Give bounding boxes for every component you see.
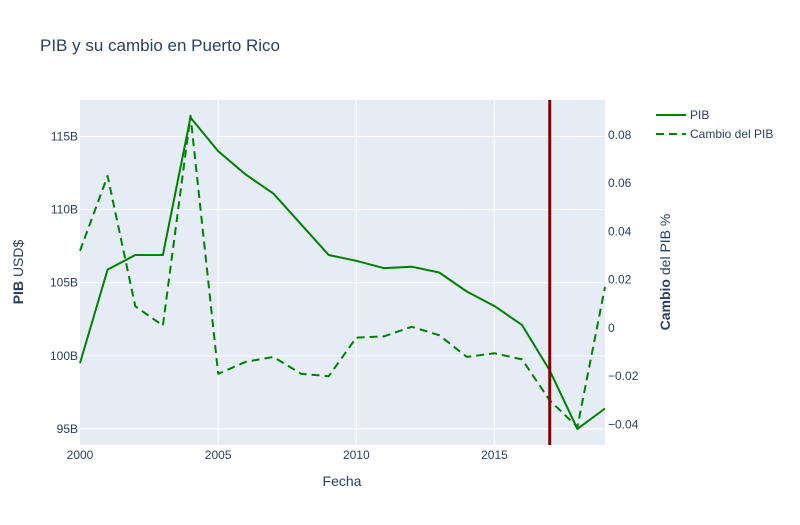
legend-item-pib[interactable]: PIB [656,108,709,122]
series-layer [79,114,606,430]
y2-axis-title: Cambio del PIB % [657,214,673,331]
y2-axis-title-rest: del PIB % [657,214,673,279]
x-tick-label: 2005 [205,448,232,462]
y-tick-label: 100B [50,349,78,363]
legend-item-cambio[interactable]: Cambio del PIB [656,127,773,141]
legend: PIB Cambio del PIB [656,108,773,141]
legend-label-pib: PIB [690,108,709,122]
y-tick-label: 110B [51,203,78,217]
y2-tick-label: −0.02 [608,369,639,383]
y2-tick-label: 0 [608,321,615,335]
y-tick-label: 95B [57,422,78,436]
x-tick-label: 2015 [481,448,508,462]
y2-tick-label: 0.08 [608,128,632,142]
plot-background [80,100,605,445]
series-line-cambio-pib [79,114,606,428]
y-tick-label: 105B [50,276,78,290]
series-line-pib [79,116,606,430]
y-axis-title-rest: USD$ [10,239,26,280]
y-axis-title-bold: PIB [10,281,26,304]
tick-labels: 2000 2005 2010 2015 95B 100B 105B 110B 115B −0.04… [50,128,639,462]
chart-title: PIB y su cambio en Puerto Rico [40,36,280,55]
y2-tick-label: 0.06 [608,176,632,190]
y2-tick-label: 0.04 [608,224,632,238]
x-tick-label: 2010 [343,448,370,462]
legend-label-cambio: Cambio del PIB [690,127,773,141]
y2-tick-label: −0.04 [608,417,639,431]
y2-tick-label: 0.02 [608,273,632,287]
x-axis-title: Fecha [323,473,362,489]
y-tick-label: 115B [51,130,78,144]
y2-axis-title-bold: Cambio [657,279,673,330]
y-axis-title: PIB USD$ [10,239,26,304]
x-tick-label: 2000 [67,448,94,462]
